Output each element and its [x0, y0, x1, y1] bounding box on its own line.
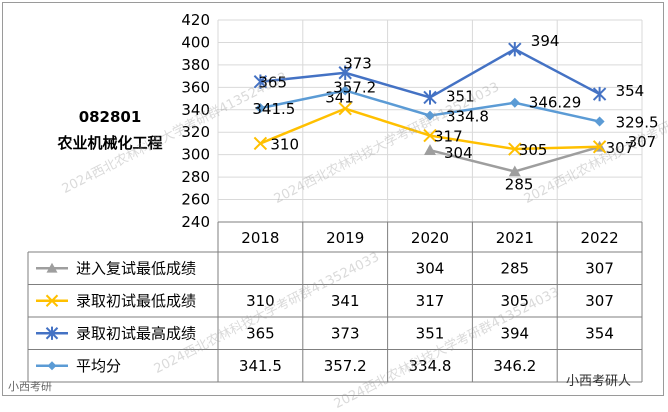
data-point: [508, 41, 522, 57]
table-cell: 310: [246, 292, 275, 310]
data-label: 304: [444, 144, 473, 162]
data-label: 307: [628, 133, 657, 151]
legend-series-name: 进入复试最低成绩: [76, 259, 196, 277]
y-tick-label: 360: [181, 78, 210, 96]
table-cell: 305: [500, 292, 529, 310]
data-point: [592, 140, 607, 154]
chart-frame: [2, 2, 664, 396]
x-tick-label: 2018: [241, 229, 279, 247]
table-cell: 346.2: [493, 357, 536, 375]
data-label: 357.2: [333, 78, 376, 96]
legend-key-marker: [47, 361, 57, 371]
series-line: [260, 47, 601, 99]
table-cell: 285: [500, 259, 529, 277]
table-cell: 341: [331, 292, 360, 310]
y-tick-label: 260: [181, 191, 210, 209]
table-cell: 357.2: [324, 357, 367, 375]
data-label: 365: [258, 74, 287, 92]
program-code: 082801: [78, 108, 142, 126]
x-tick-label: 2022: [581, 229, 619, 247]
table-cell: 307: [585, 259, 614, 277]
table-cell: 317: [416, 292, 445, 310]
table-cell: 334.8: [409, 357, 452, 375]
table-cell: 394: [500, 324, 529, 342]
y-tick-label: 380: [181, 56, 210, 74]
footer-left-text: 小西考研: [8, 380, 52, 393]
legend-series-name: 录取初试最低成绩: [76, 292, 196, 310]
y-tick-label: 400: [181, 33, 210, 51]
data-point: [255, 103, 266, 114]
data-label: 285: [505, 176, 534, 194]
data-label: 317: [434, 128, 463, 146]
program-name: 农业机械化工程: [57, 134, 163, 152]
data-point: [253, 74, 268, 89]
data-point: [340, 85, 351, 96]
footer-right-text: 小西考研人: [566, 374, 632, 389]
data-point: [509, 97, 520, 108]
legend-series-name: 录取初试最高成绩: [76, 324, 196, 342]
table-cell: 304: [416, 259, 445, 277]
x-tick-label: 2021: [496, 229, 534, 247]
data-point: [338, 65, 352, 80]
data-label: 334.8: [446, 108, 489, 126]
table-cell: 341.5: [239, 357, 282, 375]
y-tick-label: 280: [181, 168, 210, 186]
data-point: [508, 165, 521, 177]
table-cell: 365: [246, 324, 275, 342]
y-tick-label: 320: [181, 123, 210, 141]
y-tick-label: 240: [181, 213, 210, 231]
data-label: 394: [531, 32, 560, 50]
table-cell: 373: [331, 324, 360, 342]
legend-series-name: 平均分: [76, 357, 121, 375]
data-label: 310: [270, 135, 299, 153]
legend-key-marker: [46, 262, 58, 273]
data-point: [423, 128, 437, 143]
data-point: [338, 101, 352, 116]
program-label: 082801 农业机械化工程: [10, 104, 210, 156]
data-label: 305: [519, 141, 548, 159]
data-point: [592, 86, 607, 102]
y-tick-label: 300: [181, 146, 210, 164]
data-label: 373: [343, 55, 372, 73]
data-label: 329.5: [616, 114, 659, 132]
legend-key-marker: [45, 294, 59, 307]
legend-key-marker: [45, 326, 59, 340]
data-point: [508, 142, 522, 156]
line-chart: 240 260 280 300 320 340 360 380 400 420 2018 2019 20…: [27, 11, 659, 383]
data-point: [253, 136, 268, 151]
data-label: 354: [616, 82, 645, 100]
data-point: [423, 90, 437, 105]
y-tick-label: 420: [181, 11, 210, 29]
table-cell: 307: [585, 292, 614, 310]
table-cell: 354: [585, 324, 614, 342]
y-tick-label: 340: [181, 101, 210, 119]
data-label: 346.29: [529, 94, 582, 112]
data-label: 307: [606, 139, 635, 157]
x-tick-label: 2020: [411, 229, 449, 247]
data-point: [425, 110, 435, 121]
data-point: [594, 116, 605, 127]
data-label: 341.5: [252, 100, 295, 118]
data-label: 351: [446, 87, 475, 105]
table-cell: 351: [416, 324, 445, 342]
x-tick-label: 2019: [326, 229, 364, 247]
data-point: [424, 144, 436, 155]
